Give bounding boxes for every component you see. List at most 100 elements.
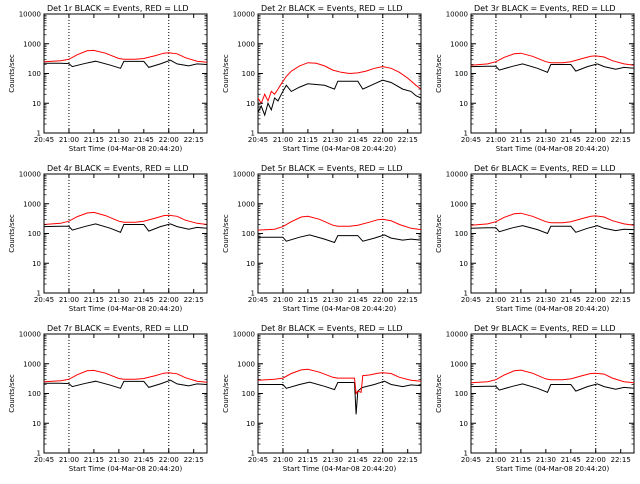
x-tick-label: 21:45: [561, 296, 581, 304]
y-tick-label: 1: [251, 130, 255, 138]
y-tick-label: 10000: [446, 11, 468, 19]
y-tick-label: 1: [464, 130, 468, 138]
detector-panel-5: 20:45 21:00 21:15 21:30 21:45 22:00 22:15 1 10 10…: [222, 164, 422, 313]
x-tick-label: 21:30: [323, 456, 343, 464]
x-tick-label: 21:00: [486, 456, 506, 464]
plot-title: Det 2r BLACK = Events, RED = LLD: [261, 4, 403, 13]
x-tick-label: 20:45: [248, 456, 268, 464]
y-tick-label: 10: [246, 420, 255, 428]
y-tick-label: 1: [464, 450, 468, 458]
plot-title: Det 8r BLACK = Events, RED = LLD: [261, 324, 403, 333]
y-tick-label: 100: [455, 230, 468, 238]
x-tick-label: 22:00: [586, 136, 606, 144]
plot-title: Det 4r BLACK = Events, RED = LLD: [47, 164, 189, 173]
x-axis-label: Start Time (04-Mar-08 20:44:20): [69, 465, 183, 473]
x-tick-label: 21:45: [348, 136, 368, 144]
x-tick-label: 21:30: [323, 136, 343, 144]
x-tick-label: 21:00: [273, 456, 293, 464]
y-tick-label: 1000: [237, 360, 255, 368]
y-axis-label: Counts/sec: [8, 374, 16, 413]
y-tick-label: 1: [37, 130, 41, 138]
y-tick-label: 10: [32, 100, 41, 108]
x-tick-label: 21:30: [109, 136, 129, 144]
x-tick-label: 21:45: [561, 456, 581, 464]
x-axis-label: Start Time (04-Mar-08 20:44:20): [496, 305, 610, 313]
plot-frame: [470, 333, 635, 454]
series-lld-line: [257, 368, 422, 395]
x-axis-label: Start Time (04-Mar-08 20:44:20): [283, 145, 397, 153]
y-tick-label: 1: [251, 290, 255, 298]
y-tick-label: 1000: [237, 40, 255, 48]
x-axis-label: Start Time (04-Mar-08 20:44:20): [496, 465, 610, 473]
y-axis-label: Counts/sec: [222, 374, 230, 413]
x-tick-label: 21:30: [536, 136, 556, 144]
x-tick-label: 21:15: [298, 136, 318, 144]
x-tick-label: 20:45: [461, 456, 481, 464]
y-tick-label: 1: [251, 450, 255, 458]
detector-panel-6: 20:45 21:00 21:15 21:30 21:45 22:00 22:15 1 10 10…: [435, 164, 635, 313]
x-tick-label: 22:15: [611, 456, 631, 464]
series-events-line: [43, 223, 208, 233]
x-tick-label: 21:45: [348, 296, 368, 304]
x-axis-label: Start Time (04-Mar-08 20:44:20): [69, 145, 183, 153]
x-axis-label: Start Time (04-Mar-08 20:44:20): [283, 465, 397, 473]
y-tick-label: 10: [32, 260, 41, 268]
y-tick-label: 10: [459, 260, 468, 268]
x-tick-label: 22:15: [611, 136, 631, 144]
x-tick-label: 21:15: [298, 456, 318, 464]
x-tick-label: 21:45: [134, 136, 154, 144]
y-tick-label: 10: [459, 420, 468, 428]
x-tick-label: 20:45: [248, 136, 268, 144]
x-tick-label: 21:15: [84, 136, 104, 144]
x-tick-label: 21:45: [561, 136, 581, 144]
detector-panel-1: 20:45 21:00 21:15 21:30 21:45 22:00 22:15 1 10 10…: [8, 4, 208, 153]
y-tick-label: 10000: [446, 331, 468, 339]
y-tick-label: 100: [455, 390, 468, 398]
y-axis-label: Counts/sec: [222, 214, 230, 253]
x-tick-label: 22:15: [398, 296, 418, 304]
y-tick-label: 10: [246, 260, 255, 268]
y-tick-label: 10000: [446, 171, 468, 179]
x-tick-label: 22:15: [398, 456, 418, 464]
x-tick-label: 22:15: [184, 136, 204, 144]
y-tick-label: 1000: [23, 40, 41, 48]
x-tick-label: 22:00: [586, 456, 606, 464]
y-tick-label: 100: [28, 70, 41, 78]
x-tick-label: 21:30: [109, 456, 129, 464]
x-tick-label: 21:00: [59, 136, 79, 144]
x-tick-label: 21:15: [511, 296, 531, 304]
x-tick-label: 21:15: [84, 296, 104, 304]
detector-panel-8: 20:45 21:00 21:15 21:30 21:45 22:00 22:15 1 10 10…: [222, 324, 422, 473]
x-tick-label: 21:45: [134, 456, 154, 464]
y-axis-label: Counts/sec: [222, 54, 230, 93]
plot-frame: [257, 13, 422, 134]
x-axis-label: Start Time (04-Mar-08 20:44:20): [496, 145, 610, 153]
detector-panel-7: 20:45 21:00 21:15 21:30 21:45 22:00 22:15 1 10 10…: [8, 324, 208, 473]
x-tick-label: 22:00: [373, 296, 393, 304]
series-lld-line: [257, 215, 422, 231]
y-tick-label: 100: [242, 390, 255, 398]
x-tick-label: 22:00: [586, 296, 606, 304]
x-tick-label: 20:45: [248, 296, 268, 304]
y-tick-label: 10000: [233, 331, 255, 339]
series-lld-line: [470, 212, 635, 226]
detector-panel-4: 20:45 21:00 21:15 21:30 21:45 22:00 22:15 1 10 10…: [8, 164, 208, 313]
y-tick-label: 10000: [19, 11, 41, 19]
series-events-line: [470, 383, 635, 393]
x-tick-label: 20:45: [34, 296, 54, 304]
x-tick-label: 21:00: [273, 296, 293, 304]
x-tick-label: 21:30: [536, 456, 556, 464]
y-tick-label: 100: [28, 390, 41, 398]
x-tick-label: 22:00: [373, 456, 393, 464]
y-axis-label: Counts/sec: [435, 374, 443, 413]
plot-title: Det 7r BLACK = Events, RED = LLD: [47, 324, 189, 333]
x-tick-label: 22:15: [611, 296, 631, 304]
x-tick-label: 21:00: [486, 136, 506, 144]
x-tick-label: 22:00: [373, 136, 393, 144]
detector-panel-9: 20:45 21:00 21:15 21:30 21:45 22:00 22:15 1 10 10…: [435, 324, 635, 473]
x-tick-label: 22:00: [159, 456, 179, 464]
x-tick-label: 21:15: [511, 456, 531, 464]
plot-frame: [470, 13, 635, 134]
y-tick-label: 100: [28, 230, 41, 238]
